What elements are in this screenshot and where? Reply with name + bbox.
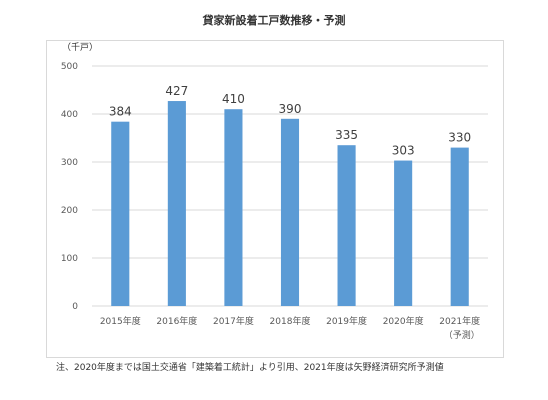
x-tick-labels: 2015年度 2016年度 2017年度 2018年度 2019年度 2020年度 2021… <box>100 315 480 341</box>
y-tick-labels: 0 100 200 300 400 500 <box>61 62 78 312</box>
bar <box>280 118 300 306</box>
bar <box>224 109 243 306</box>
chart-title: 貸家新設着工戸数推移・予測 <box>202 14 346 27</box>
bar <box>337 145 356 306</box>
y-tick-label: 400 <box>61 110 78 120</box>
x-tick-sublabel: （予測） <box>444 329 480 341</box>
y-tick-label: 500 <box>61 62 78 72</box>
bars <box>111 101 469 307</box>
x-tick-label: 2020年度 <box>383 315 424 327</box>
y-tick-label: 0 <box>72 302 78 312</box>
data-label: 335 <box>335 128 358 142</box>
y-tick-label: 300 <box>61 158 78 168</box>
bar <box>450 147 469 306</box>
x-tick-label: 2015年度 <box>100 315 141 327</box>
x-tick-label: 2016年度 <box>156 315 197 327</box>
data-label: 330 <box>448 131 471 145</box>
y-tick-label: 200 <box>61 206 78 216</box>
y-axis-unit-label: （千戸） <box>62 42 98 53</box>
data-label: 384 <box>109 105 132 119</box>
data-label: 303 <box>392 144 415 158</box>
x-tick-label: 2019年度 <box>326 315 367 327</box>
x-tick-label: 2021年度 <box>439 315 480 327</box>
footnote: 注、2020年度までは国土交通省「建築着工統計」より引用、2021年度は矢野経済… <box>56 363 444 373</box>
data-labels: 384 427 410 390 335 303 330 <box>109 84 471 158</box>
x-tick-label: 2017年度 <box>213 315 254 327</box>
x-tick-label: 2018年度 <box>270 315 311 327</box>
y-tick-label: 100 <box>61 254 78 264</box>
bar <box>111 121 130 307</box>
data-label: 410 <box>222 92 245 106</box>
data-label: 427 <box>165 84 188 98</box>
bar <box>167 101 186 306</box>
data-label: 390 <box>279 102 302 116</box>
bar <box>394 160 413 306</box>
